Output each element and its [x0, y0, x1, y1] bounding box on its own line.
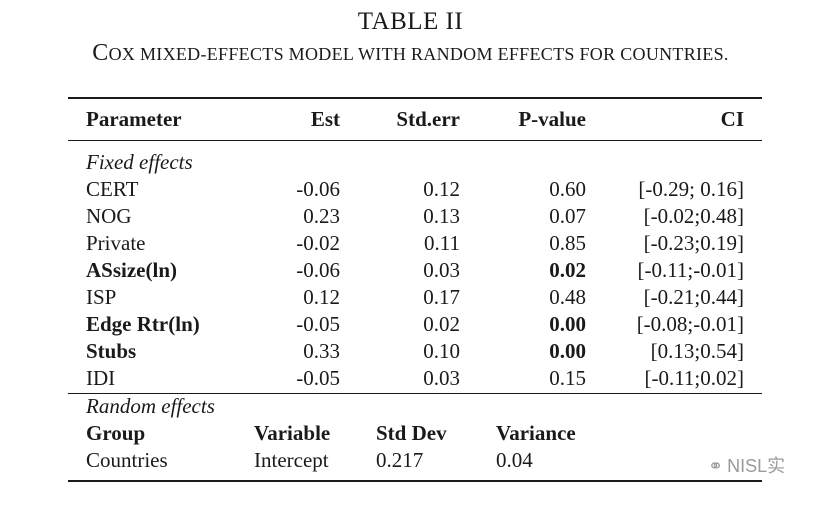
stderr-cell: 0.03 — [423, 258, 460, 282]
param-cell: CERT — [86, 177, 139, 201]
param-cell: Stubs — [86, 339, 137, 363]
param-cell: ASsize(ln) — [86, 258, 177, 282]
stderr-cell: 0.13 — [423, 204, 460, 228]
header-group: Group — [86, 421, 146, 445]
table-title: Cox mixed-effects model with random effe… — [92, 40, 729, 66]
header-ci: CI — [720, 107, 744, 131]
watermark-text: NISL实 — [727, 456, 786, 476]
header-variance: Variance — [496, 421, 576, 445]
est-cell: 0.12 — [303, 285, 340, 309]
random-variance-cell: 0.04 — [496, 448, 533, 472]
random-variable-cell: Intercept — [254, 448, 329, 472]
fixed-effects-label: Fixed effects — [86, 150, 193, 174]
top-rule — [68, 97, 762, 99]
pvalue-cell: 0.00 — [549, 312, 586, 336]
est-cell: 0.23 — [303, 204, 340, 228]
pvalue-cell: 0.07 — [549, 204, 586, 228]
est-cell: -0.06 — [296, 177, 340, 201]
param-cell: Private — [86, 231, 146, 255]
ci-cell: [-0.29; 0.16] — [638, 177, 744, 201]
param-cell: Edge Rtr(ln) — [86, 312, 200, 336]
est-cell: -0.02 — [296, 231, 340, 255]
est-cell: -0.05 — [296, 312, 340, 336]
param-cell: ISP — [86, 285, 117, 309]
stderr-cell: 0.03 — [423, 366, 460, 390]
ci-cell: [-0.02;0.48] — [643, 204, 744, 228]
est-cell: -0.05 — [296, 366, 340, 390]
stderr-cell: 0.11 — [424, 231, 460, 255]
param-cell: NOG — [86, 204, 132, 228]
est-cell: 0.33 — [303, 339, 340, 363]
stderr-cell: 0.10 — [423, 339, 460, 363]
header-rule — [68, 140, 762, 141]
pvalue-cell: 0.02 — [549, 258, 586, 282]
table-label: TABLE II — [357, 8, 464, 35]
header-pvalue: P-value — [518, 107, 586, 131]
pvalue-cell: 0.85 — [549, 231, 586, 255]
wechat-icon: ⚭ — [708, 456, 724, 476]
stderr-cell: 0.02 — [423, 312, 460, 336]
header-std-dev: Std Dev — [376, 421, 447, 445]
random-stddev-cell: 0.217 — [376, 448, 424, 472]
pvalue-cell: 0.48 — [549, 285, 586, 309]
random-group-cell: Countries — [86, 448, 168, 472]
pvalue-cell: 0.60 — [549, 177, 586, 201]
header-stderr: Std.err — [396, 107, 460, 131]
ci-cell: [0.13;0.54] — [650, 339, 744, 363]
ci-cell: [-0.21;0.44] — [643, 285, 744, 309]
stderr-cell: 0.12 — [423, 177, 460, 201]
section-rule — [68, 393, 762, 394]
header-est: Est — [310, 107, 340, 131]
ci-cell: [-0.23;0.19] — [643, 231, 744, 255]
pvalue-cell: 0.15 — [549, 366, 586, 390]
header-parameter: Parameter — [86, 107, 182, 131]
stderr-cell: 0.17 — [423, 285, 460, 309]
param-cell: IDI — [86, 366, 116, 390]
pvalue-cell: 0.00 — [549, 339, 586, 363]
bottom-rule — [68, 480, 762, 482]
header-variable: Variable — [254, 421, 331, 445]
est-cell: -0.06 — [296, 258, 340, 282]
ci-cell: [-0.08;-0.01] — [636, 312, 744, 336]
ci-cell: [-0.11;-0.01] — [637, 258, 744, 282]
random-effects-label: Random effects — [86, 394, 215, 418]
ci-cell: [-0.11;0.02] — [644, 366, 744, 390]
watermark: ⚭ NISL实 — [708, 452, 785, 478]
